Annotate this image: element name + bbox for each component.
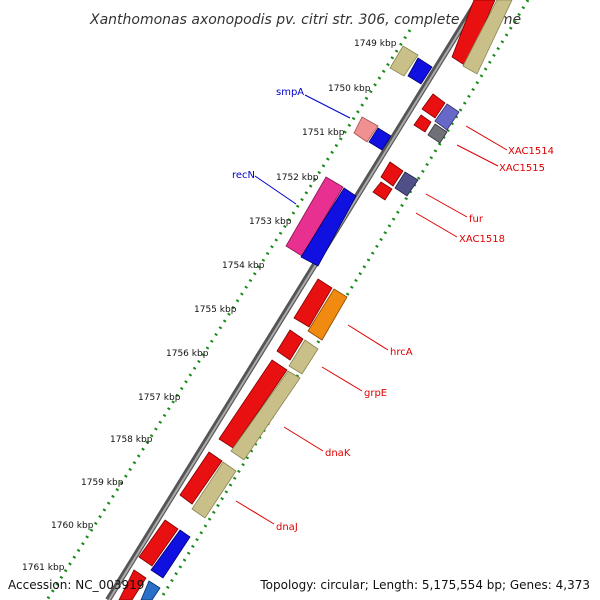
gene-feature[interactable] bbox=[138, 519, 179, 567]
gene-feature[interactable] bbox=[179, 451, 223, 505]
callout-XAC1518: XAC1518 bbox=[415, 212, 505, 245]
gene-feature-XAC1515[interactable] bbox=[427, 123, 448, 144]
gene-label-fur[interactable]: fur bbox=[469, 214, 484, 225]
tick-label: 1752 kbp bbox=[276, 173, 319, 183]
gene-label-recN[interactable]: recN bbox=[232, 170, 255, 181]
tick-label: 1750 kbp bbox=[328, 84, 371, 94]
gene-label-XAC1518[interactable]: XAC1518 bbox=[459, 234, 505, 245]
gene-feature-dnaK[interactable] bbox=[230, 370, 301, 461]
tick-label: 1757 kbp bbox=[138, 393, 181, 403]
tick-label: 1761 kbp bbox=[22, 563, 65, 573]
gene-feature-hrcA[interactable] bbox=[307, 288, 348, 341]
callout-smpA: smpA bbox=[276, 87, 351, 119]
ruler-outer bbox=[45, 29, 412, 600]
gene-label-dnaJ[interactable]: dnaJ bbox=[276, 522, 298, 533]
topology-label: Topology: circular; Length: 5,175,554 bp… bbox=[260, 578, 590, 592]
gene-label-XAC1515[interactable]: XAC1515 bbox=[499, 163, 545, 174]
callout-XAC1515: XAC1515 bbox=[456, 144, 545, 174]
gene-label-XAC1514[interactable]: XAC1514 bbox=[508, 146, 554, 157]
callout-grpE: grpE bbox=[321, 366, 387, 399]
gene-label-hrcA[interactable]: hrcA bbox=[390, 347, 413, 358]
gene-feature[interactable] bbox=[421, 93, 446, 119]
gene-label-smpA[interactable]: smpA bbox=[276, 87, 304, 98]
gene-feature[interactable] bbox=[368, 127, 392, 151]
map-title: Xanthomonas axonopodis pv. citri str. 30… bbox=[89, 12, 521, 28]
gene-label-grpE[interactable]: grpE bbox=[364, 388, 387, 399]
tick-label: 1755 kbp bbox=[194, 305, 237, 315]
gene-label-dnaK[interactable]: dnaK bbox=[325, 448, 351, 459]
gene-feature-XAC1518[interactable] bbox=[394, 171, 419, 197]
gene-feature-fur[interactable] bbox=[380, 161, 404, 187]
tick-label: 1749 kbp bbox=[354, 39, 397, 49]
gene-feature-dnaJ[interactable] bbox=[191, 461, 237, 519]
gene-feature[interactable] bbox=[150, 529, 191, 579]
gene-feature[interactable] bbox=[407, 57, 433, 85]
callout-hrcA: hrcA bbox=[347, 324, 413, 358]
gene-feature-smpA[interactable] bbox=[353, 116, 379, 143]
tick-label: 1751 kbp bbox=[302, 128, 345, 138]
callout-fur: fur bbox=[425, 193, 484, 225]
callout-dnaJ: dnaJ bbox=[235, 500, 298, 533]
gene-feature[interactable] bbox=[140, 580, 161, 600]
gene-feature-XAC1514[interactable] bbox=[434, 103, 460, 131]
callout-recN: recN bbox=[232, 170, 297, 205]
gene-feature[interactable] bbox=[413, 114, 432, 133]
gene-feature[interactable] bbox=[372, 181, 393, 201]
accession-label: Accession: NC_003919 bbox=[8, 578, 145, 592]
tick-label: 1760 kbp bbox=[51, 521, 94, 531]
tick-label: 1759 kbp bbox=[81, 478, 124, 488]
gene-feature[interactable] bbox=[462, 0, 513, 75]
gene-feature[interactable] bbox=[118, 569, 147, 600]
tick-labels: 1749 kbp 1750 kbp 1751 kbp 1752 kbp 1753… bbox=[22, 39, 397, 573]
gene-feature-grpE[interactable] bbox=[288, 339, 319, 375]
gene-feature[interactable] bbox=[389, 45, 419, 77]
tick-label: 1754 kbp bbox=[222, 261, 265, 271]
gene-feature[interactable] bbox=[276, 329, 304, 361]
callout-dnaK: dnaK bbox=[283, 426, 351, 459]
gene-feature[interactable] bbox=[300, 187, 357, 267]
tick-label: 1756 kbp bbox=[166, 349, 209, 359]
gene-feature[interactable] bbox=[293, 278, 333, 328]
callout-XAC1514: XAC1514 bbox=[465, 125, 554, 157]
tick-label: 1758 kbp bbox=[110, 435, 153, 445]
tick-label: 1753 kbp bbox=[249, 217, 292, 227]
